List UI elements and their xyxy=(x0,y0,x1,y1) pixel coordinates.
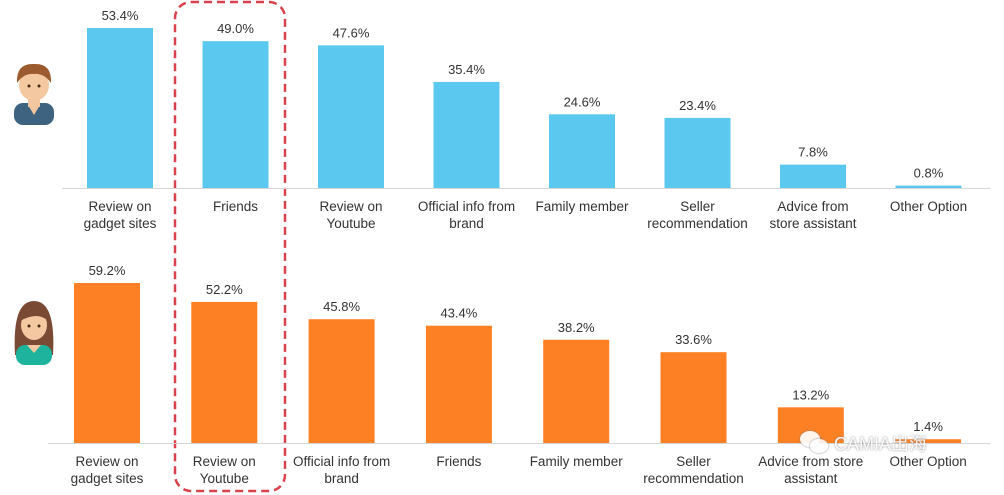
female-chart: 59.2% Review on gadget sites 52.2% Review on… xyxy=(14,263,990,486)
highlight-box xyxy=(173,0,287,493)
category-label: Other Option xyxy=(890,199,967,214)
bar xyxy=(543,339,610,443)
bar xyxy=(87,28,153,188)
category-label: Official info from xyxy=(293,454,390,469)
category-label: Review on xyxy=(88,199,151,214)
category-label: Review on xyxy=(319,199,382,214)
data-label: 1.4% xyxy=(913,419,943,434)
data-label: 49.0% xyxy=(217,21,254,36)
bar xyxy=(74,283,140,443)
category-label: Youtube xyxy=(200,471,249,486)
data-label: 23.4% xyxy=(679,98,716,113)
category-label: Friends xyxy=(213,199,258,214)
bar xyxy=(777,407,844,443)
category-label: Youtube xyxy=(326,216,375,231)
bar xyxy=(780,164,846,188)
male-avatar-icon xyxy=(14,63,54,125)
data-label: 47.6% xyxy=(333,25,370,40)
data-label: 38.2% xyxy=(558,320,595,335)
category-label: brand xyxy=(449,216,484,231)
category-label: Review on xyxy=(75,454,138,469)
bar xyxy=(660,352,727,443)
category-label: Friends xyxy=(436,454,481,469)
category-label: Other Option xyxy=(889,454,966,469)
bar xyxy=(549,114,615,188)
male-chart: 53.4% Review on gadget sites 49.0% Friends 47… xyxy=(14,8,990,231)
data-label: 33.6% xyxy=(675,332,712,347)
data-label: 0.8% xyxy=(914,166,944,181)
category-label: Advice from store xyxy=(758,454,863,469)
data-label: 59.2% xyxy=(89,263,126,278)
category-label: store assistant xyxy=(769,216,856,231)
data-label: 43.4% xyxy=(440,306,477,321)
data-label: 53.4% xyxy=(102,8,139,23)
category-label: gadget sites xyxy=(71,471,144,486)
category-label: Family member xyxy=(535,199,629,214)
category-label: assistant xyxy=(784,471,838,486)
bar xyxy=(425,325,492,443)
category-label: brand xyxy=(324,471,359,486)
bar xyxy=(191,301,258,443)
category-label: recommendation xyxy=(647,216,748,231)
category-label: gadget sites xyxy=(84,216,157,231)
bar xyxy=(308,319,375,443)
bar xyxy=(664,117,731,188)
category-label: Seller xyxy=(680,199,715,214)
category-label: Advice from xyxy=(777,199,848,214)
category-label: Family member xyxy=(530,454,624,469)
category-label: Seller xyxy=(676,454,711,469)
category-label: recommendation xyxy=(643,471,744,486)
data-label: 52.2% xyxy=(206,282,243,297)
data-label: 45.8% xyxy=(323,299,360,314)
bar xyxy=(202,41,269,189)
data-label: 7.8% xyxy=(798,145,828,160)
bar xyxy=(895,439,962,443)
category-label: Review on xyxy=(193,454,256,469)
data-label: 13.2% xyxy=(792,387,829,402)
female-avatar-icon xyxy=(14,301,54,365)
category-label: Official info from xyxy=(418,199,515,214)
data-label: 24.6% xyxy=(564,94,601,109)
bar xyxy=(895,185,962,188)
bar xyxy=(318,45,384,188)
bar xyxy=(433,81,500,188)
data-label: 35.4% xyxy=(448,62,485,77)
